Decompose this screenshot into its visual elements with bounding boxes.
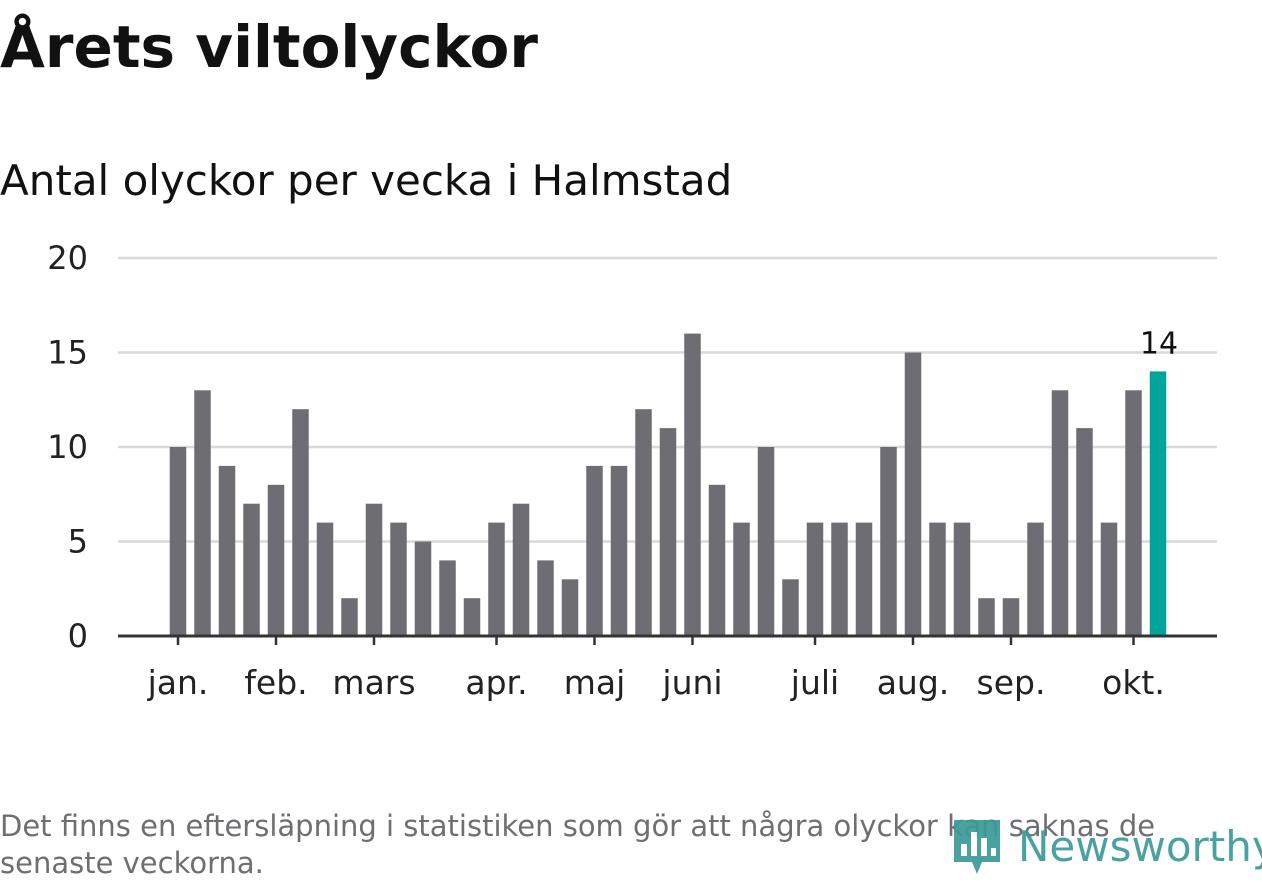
bar	[635, 409, 652, 636]
bar	[488, 522, 505, 636]
x-tick-label: aug.	[877, 663, 950, 702]
bar	[218, 465, 236, 636]
bar	[904, 352, 922, 636]
bar	[659, 428, 677, 636]
bar	[537, 560, 554, 636]
chart-title: Årets viltolyckor	[0, 13, 538, 81]
y-tick-label: 20	[47, 239, 88, 277]
data-label: 14	[1140, 326, 1178, 361]
bar	[1002, 598, 1020, 636]
bar-chart-icon	[954, 820, 1000, 874]
logo-text: Newsworthy	[1018, 822, 1262, 871]
x-tick-label: juni	[661, 663, 722, 702]
bar	[243, 503, 260, 636]
bar	[267, 484, 285, 636]
x-tick-label: sep.	[977, 663, 1046, 702]
bar	[733, 522, 750, 636]
bar	[806, 522, 824, 636]
chart-subtitle: Antal olyckor per vecka i Halmstad	[0, 156, 733, 205]
y-tick-label: 10	[47, 428, 88, 466]
bar	[463, 598, 481, 636]
y-tick-label: 15	[47, 334, 88, 372]
bar	[1125, 390, 1142, 636]
labels: 0 5 10 15 20 jan. feb. mars apr. maj juni juli aug. s…	[47, 239, 1178, 702]
bar	[365, 503, 383, 636]
bar	[414, 541, 432, 636]
bar	[341, 598, 358, 636]
bar	[953, 522, 971, 636]
bar	[855, 522, 873, 636]
bar	[610, 465, 628, 636]
bar	[929, 522, 946, 636]
y-tick-label: 5	[68, 523, 88, 561]
bar	[708, 484, 726, 636]
x-tick-label: apr.	[465, 663, 527, 702]
bar	[390, 522, 407, 636]
bar	[561, 579, 579, 636]
bar	[169, 447, 187, 636]
bar	[586, 465, 603, 636]
bar-highlight	[1149, 371, 1167, 636]
bar	[1027, 522, 1044, 636]
bar	[512, 503, 530, 636]
bar	[978, 598, 995, 636]
bars	[169, 333, 1167, 636]
bar	[292, 409, 309, 636]
bar	[1051, 390, 1069, 636]
axes	[118, 634, 1217, 645]
bar	[782, 579, 799, 636]
x-tick-label: maj	[564, 663, 626, 702]
bar	[439, 560, 456, 636]
bar	[880, 447, 897, 636]
bar	[1076, 428, 1093, 636]
bar	[316, 522, 334, 636]
bar	[194, 390, 211, 636]
x-tick-label: feb.	[244, 663, 307, 702]
bar	[757, 447, 775, 636]
y-tick-label: 0	[68, 617, 88, 655]
bar	[1100, 522, 1118, 636]
x-tick-label: juli	[790, 663, 839, 702]
bar	[831, 522, 848, 636]
x-tick-label: okt.	[1102, 663, 1165, 702]
newsworthy-logo: Newsworthy	[950, 818, 1262, 876]
bar	[684, 333, 701, 636]
x-tick-label: mars	[332, 663, 415, 702]
x-tick-label: jan.	[147, 663, 209, 702]
